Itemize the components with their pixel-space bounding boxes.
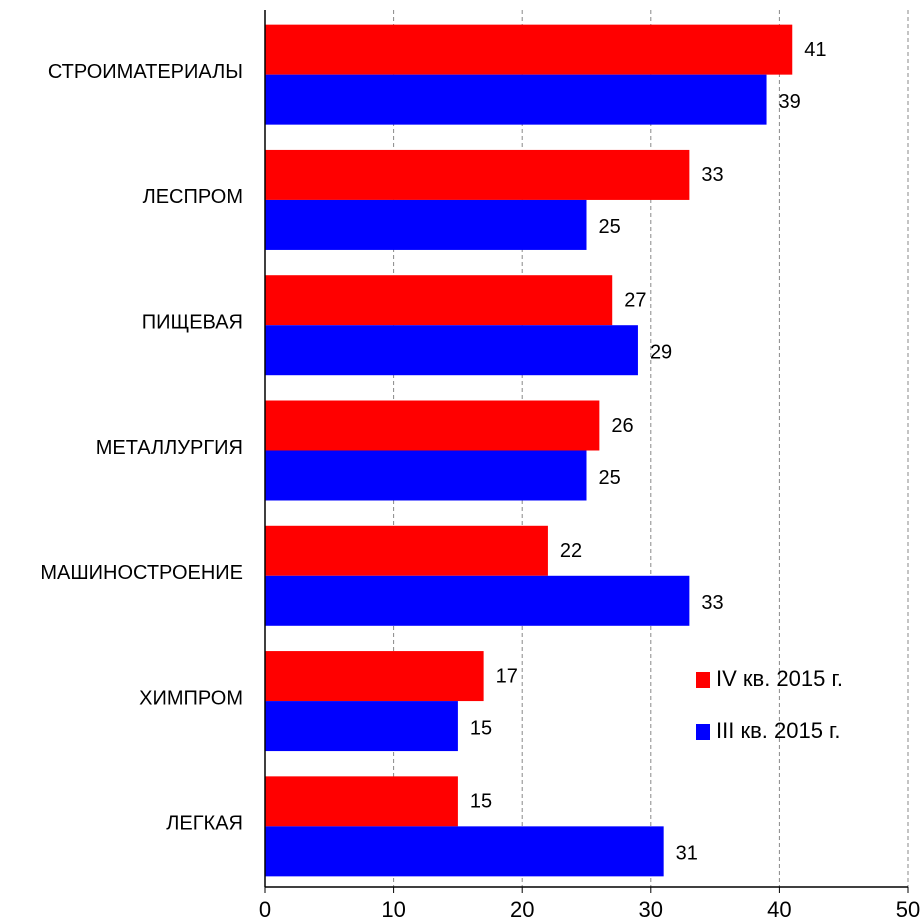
- bar: [265, 525, 548, 576]
- category-label: МАШИНОСТРОЕНИЕ: [40, 562, 243, 584]
- value-label: 33: [701, 592, 723, 614]
- x-tick-label: 10: [381, 897, 405, 922]
- value-label: 27: [624, 289, 646, 311]
- value-label: 41: [804, 39, 826, 61]
- x-tick-label: 50: [896, 897, 920, 922]
- value-label: 29: [650, 341, 672, 363]
- value-label: 15: [470, 791, 492, 813]
- category-label: ЛЕГКАЯ: [166, 813, 243, 835]
- legend-swatch: [696, 724, 710, 740]
- bar: [265, 776, 458, 827]
- category-label: ПИЩЕВАЯ: [142, 311, 243, 333]
- category-label: МЕТАЛЛУРГИЯ: [96, 437, 243, 459]
- bar: [265, 199, 587, 250]
- bar: [265, 24, 793, 75]
- legend-swatch: [696, 672, 710, 688]
- value-label: 25: [599, 216, 621, 238]
- value-label: 31: [676, 843, 698, 865]
- value-label: 25: [599, 467, 621, 489]
- value-label: 15: [470, 717, 492, 739]
- bar: [265, 149, 690, 200]
- x-tick-label: 0: [259, 897, 271, 922]
- legend-label: IV кв. 2015 г.: [716, 666, 843, 691]
- value-label: 33: [701, 164, 723, 186]
- value-label: 26: [611, 415, 633, 437]
- bar: [265, 400, 600, 451]
- category-label: ЛЕСПРОМ: [143, 186, 243, 208]
- value-label: 39: [779, 91, 801, 113]
- bar: [265, 701, 458, 752]
- value-label: 22: [560, 540, 582, 562]
- bar: [265, 74, 767, 125]
- x-tick-label: 40: [767, 897, 791, 922]
- bar: [265, 275, 613, 326]
- bar: [265, 450, 587, 501]
- category-label: СТРОИМАТЕРИАЛЫ: [48, 61, 243, 83]
- value-label: 17: [496, 665, 518, 687]
- bar: [265, 826, 664, 877]
- category-label: ХИМПРОМ: [139, 687, 243, 709]
- bar: [265, 325, 638, 376]
- x-tick-label: 20: [510, 897, 534, 922]
- legend-label: III кв. 2015 г.: [716, 718, 841, 743]
- bar: [265, 575, 690, 626]
- bar: [265, 651, 484, 702]
- x-tick-label: 30: [639, 897, 663, 922]
